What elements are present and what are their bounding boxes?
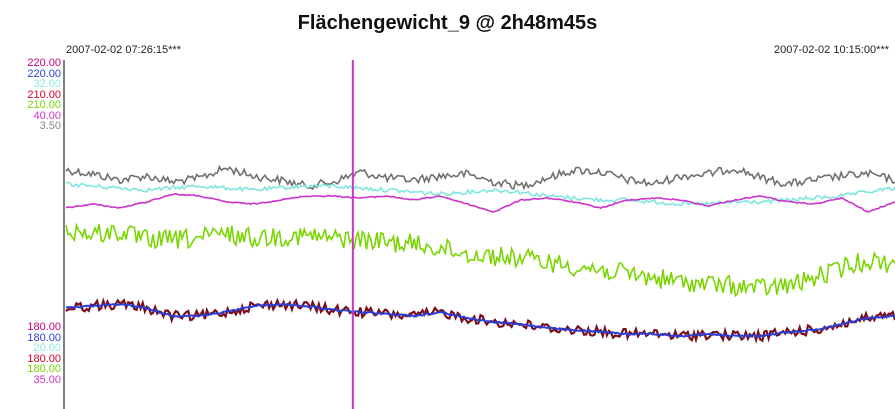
y-top-label-2: 32.00 [33, 78, 61, 90]
y-top-label-3: 210.00 [27, 88, 61, 101]
y-top-label-6: 3.50 [39, 120, 61, 132]
y-bottom-label-5: 35.00 [33, 373, 61, 386]
y-bottom-label-2: 20.00 [33, 342, 61, 354]
series-group [65, 164, 895, 344]
y-bottom-label-1: 180.00 [27, 331, 61, 344]
y-top-label-4: 210.00 [27, 99, 61, 111]
time-start-label: 2007-02-02 07:26:15*** [66, 44, 181, 56]
series-line-0 [65, 164, 895, 191]
series-line-5 [65, 302, 895, 338]
y-bottom-label-0: 180.00 [27, 321, 61, 333]
series-line-2 [65, 192, 895, 213]
y-top-label-5: 40.00 [33, 109, 61, 122]
series-line-1 [65, 181, 895, 207]
y-bottom-label-4: 180.00 [27, 363, 61, 375]
y-bottom-label-3: 180.00 [27, 352, 61, 365]
y-top-label-0: 220.00 [27, 57, 61, 69]
chart-title: Flächengewicht_9 @ 2h48m45s [297, 12, 598, 34]
series-line-3 [65, 222, 895, 298]
y-top-label-1: 220.00 [27, 67, 61, 80]
time-end-label: 2007-02-02 10:15:00*** [774, 44, 889, 56]
